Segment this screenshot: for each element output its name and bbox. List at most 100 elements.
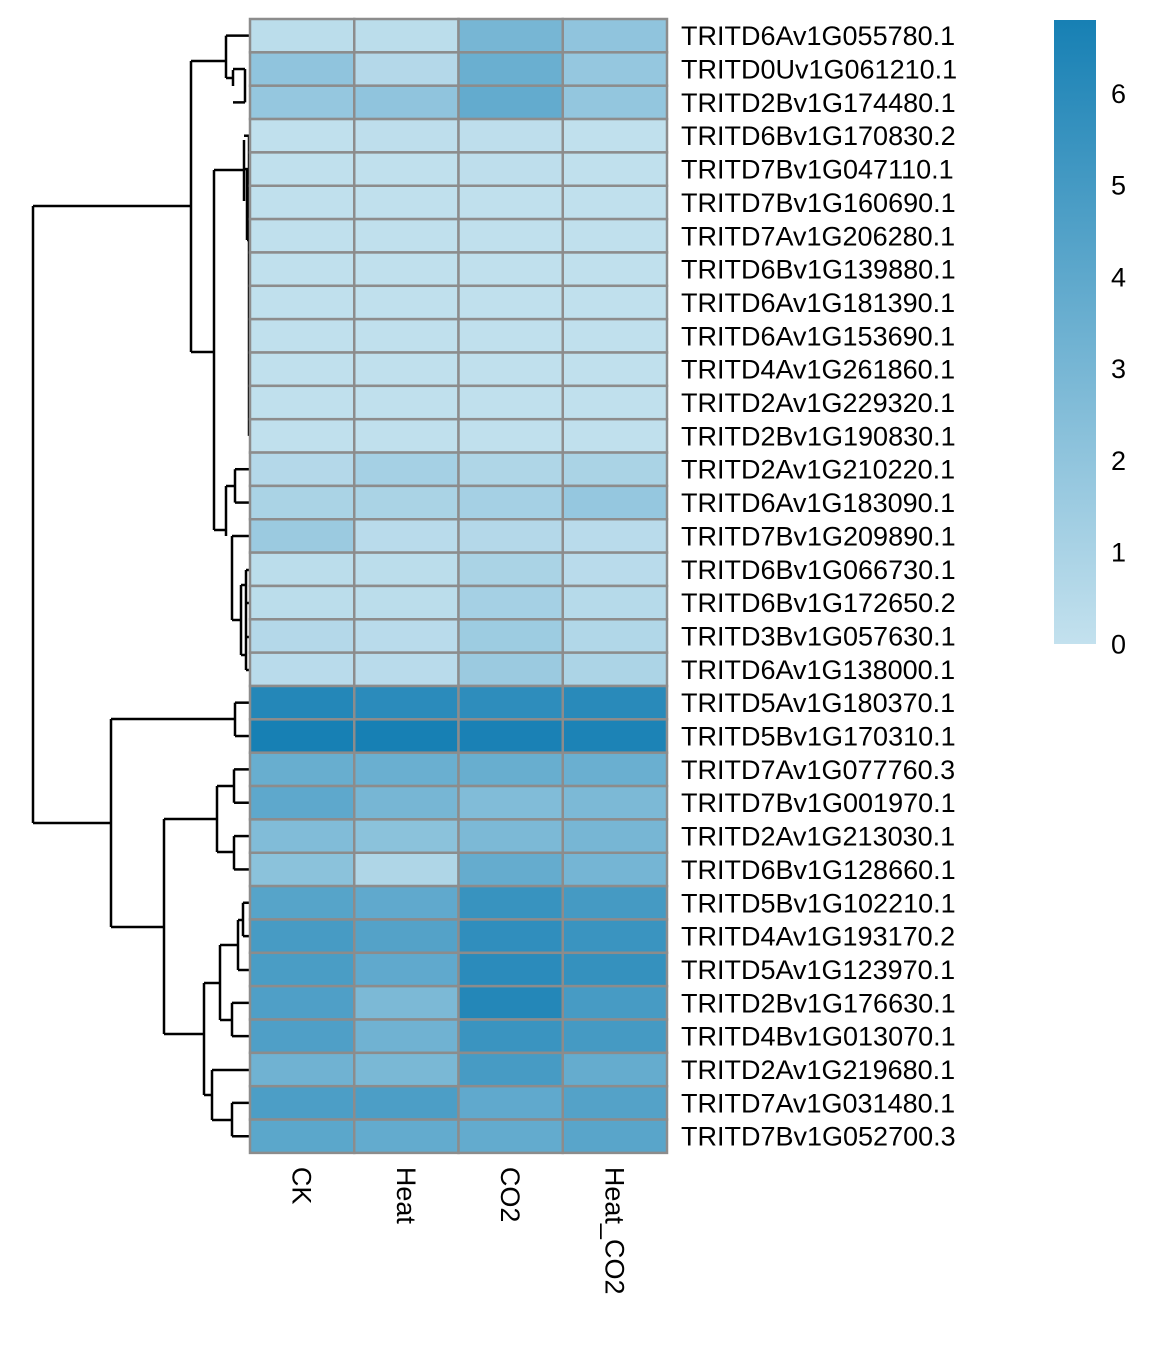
heatmap-cell	[457, 1084, 564, 1121]
heatmap-cell	[353, 551, 460, 588]
heatmap-cell	[457, 51, 564, 87]
heatmap-cell	[457, 284, 564, 321]
heatmap-cell	[561, 751, 669, 788]
legend-tick-labels: 6 5 4 3 2 1 0	[1111, 79, 1126, 660]
heatmap-cell	[353, 84, 460, 121]
heatmap-cell	[561, 317, 669, 354]
heatmap-cell	[561, 484, 669, 521]
heatmap-cell	[248, 451, 356, 488]
row-label: TRITD6Bv1G128660.1	[681, 855, 956, 885]
heatmap-cell	[561, 251, 669, 288]
heatmap-cell	[248, 884, 356, 921]
heatmap-cell	[248, 184, 356, 221]
heatmap-cell	[561, 551, 669, 588]
row-label: TRITD7Bv1G209890.1	[681, 521, 956, 551]
heatmap-cell	[248, 518, 356, 554]
heatmap-cell	[248, 51, 356, 87]
row-label: TRITD7Av1G077760.3	[681, 755, 955, 785]
legend-tick-label: 3	[1111, 354, 1126, 384]
heatmap-cell	[457, 84, 564, 121]
heatmap-cell	[561, 1118, 669, 1155]
heatmap-cell	[457, 17, 564, 54]
column-labels: CK Heat CO2 Heat_CO2	[287, 1167, 630, 1295]
row-label: TRITD6Av1G181390.1	[681, 288, 955, 318]
heatmap-cell	[248, 751, 356, 788]
heatmap-cell	[353, 251, 460, 288]
legend-tick-label: 2	[1111, 446, 1126, 476]
heatmap-cell	[561, 884, 669, 921]
heatmap-cell	[248, 618, 356, 654]
heatmap-cell	[248, 1084, 356, 1121]
row-label: TRITD6Bv1G066730.1	[681, 555, 956, 585]
heatmap-cell	[353, 818, 460, 855]
heatmap-cell	[353, 684, 460, 721]
row-labels: TRITD6Av1G055780.1TRITD0Uv1G061210.1TRIT…	[681, 21, 957, 1152]
heatmap-cell	[353, 784, 460, 821]
heatmap-cell	[457, 551, 564, 588]
heatmap-cell	[561, 584, 669, 621]
heatmap-cell	[561, 51, 669, 87]
heatmap-cell	[248, 251, 356, 288]
heatmap-cell	[248, 84, 356, 121]
column-label: Heat_CO2	[599, 1167, 629, 1295]
row-label: TRITD5Av1G123970.1	[681, 955, 955, 985]
heatmap-cell	[353, 984, 460, 1021]
heatmap-cell	[457, 718, 564, 754]
heatmap-cell	[248, 918, 356, 955]
heatmap-cell	[353, 1118, 460, 1155]
heatmap-cell	[561, 518, 669, 554]
heatmap-cell	[457, 151, 564, 187]
heatmap-cell	[353, 651, 460, 688]
row-label: TRITD6Av1G055780.1	[681, 21, 955, 51]
row-label: TRITD5Bv1G170310.1	[681, 722, 956, 752]
heatmap-cell	[353, 884, 460, 921]
heatmap-cell	[457, 818, 564, 855]
heatmap-cell	[561, 17, 669, 54]
row-label: TRITD6Bv1G172650.2	[681, 588, 956, 618]
row-label: TRITD2Av1G229320.1	[681, 388, 955, 418]
row-label: TRITD6Av1G138000.1	[681, 655, 955, 685]
heatmap-cell	[561, 684, 669, 721]
heatmap-cell	[561, 1018, 669, 1055]
heatmap-cell	[561, 151, 669, 187]
row-label: TRITD2Bv1G190830.1	[681, 421, 956, 451]
row-label: TRITD7Bv1G001970.1	[681, 788, 956, 818]
heatmap-cell	[457, 951, 564, 988]
heatmap-cell	[457, 584, 564, 621]
heatmap-cell	[353, 518, 460, 554]
heatmap-cell	[248, 851, 356, 888]
heatmap-cell	[457, 984, 564, 1021]
heatmap-cell	[248, 951, 356, 988]
heatmap-cell	[457, 1051, 564, 1088]
heatmap-cell	[248, 1118, 356, 1155]
heatmap-cell	[457, 651, 564, 688]
legend-tick-label: 0	[1111, 630, 1126, 660]
row-label: TRITD2Bv1G174480.1	[681, 88, 956, 118]
heatmap-cell	[248, 484, 356, 521]
heatmap-cell	[457, 251, 564, 288]
heatmap-cell	[561, 184, 669, 221]
heatmap-cell	[353, 17, 460, 54]
heatmap-cell	[561, 1084, 669, 1121]
legend-tick-label: 1	[1111, 538, 1126, 568]
row-label: TRITD2Av1G219680.1	[681, 1055, 955, 1085]
heatmap-cell	[248, 984, 356, 1021]
row-label: TRITD6Av1G153690.1	[681, 321, 955, 351]
heatmap-cell	[353, 417, 460, 454]
heatmap-cell	[353, 918, 460, 955]
heatmap-cell	[561, 1051, 669, 1088]
heatmap-cell	[353, 317, 460, 354]
heatmap-cell	[248, 1018, 356, 1055]
heatmap-cell	[248, 684, 356, 721]
heatmap-cell	[248, 217, 356, 254]
heatmap-cell	[353, 384, 460, 421]
row-label: TRITD5Bv1G102210.1	[681, 888, 956, 918]
legend-tick-label: 4	[1111, 262, 1126, 292]
heatmap-cell	[248, 651, 356, 688]
heatmap-cell	[457, 417, 564, 454]
heatmap-cell	[457, 384, 564, 421]
row-label: TRITD5Av1G180370.1	[681, 688, 955, 718]
legend-color-bar	[1054, 20, 1096, 644]
row-label: TRITD2Bv1G176630.1	[681, 988, 956, 1018]
